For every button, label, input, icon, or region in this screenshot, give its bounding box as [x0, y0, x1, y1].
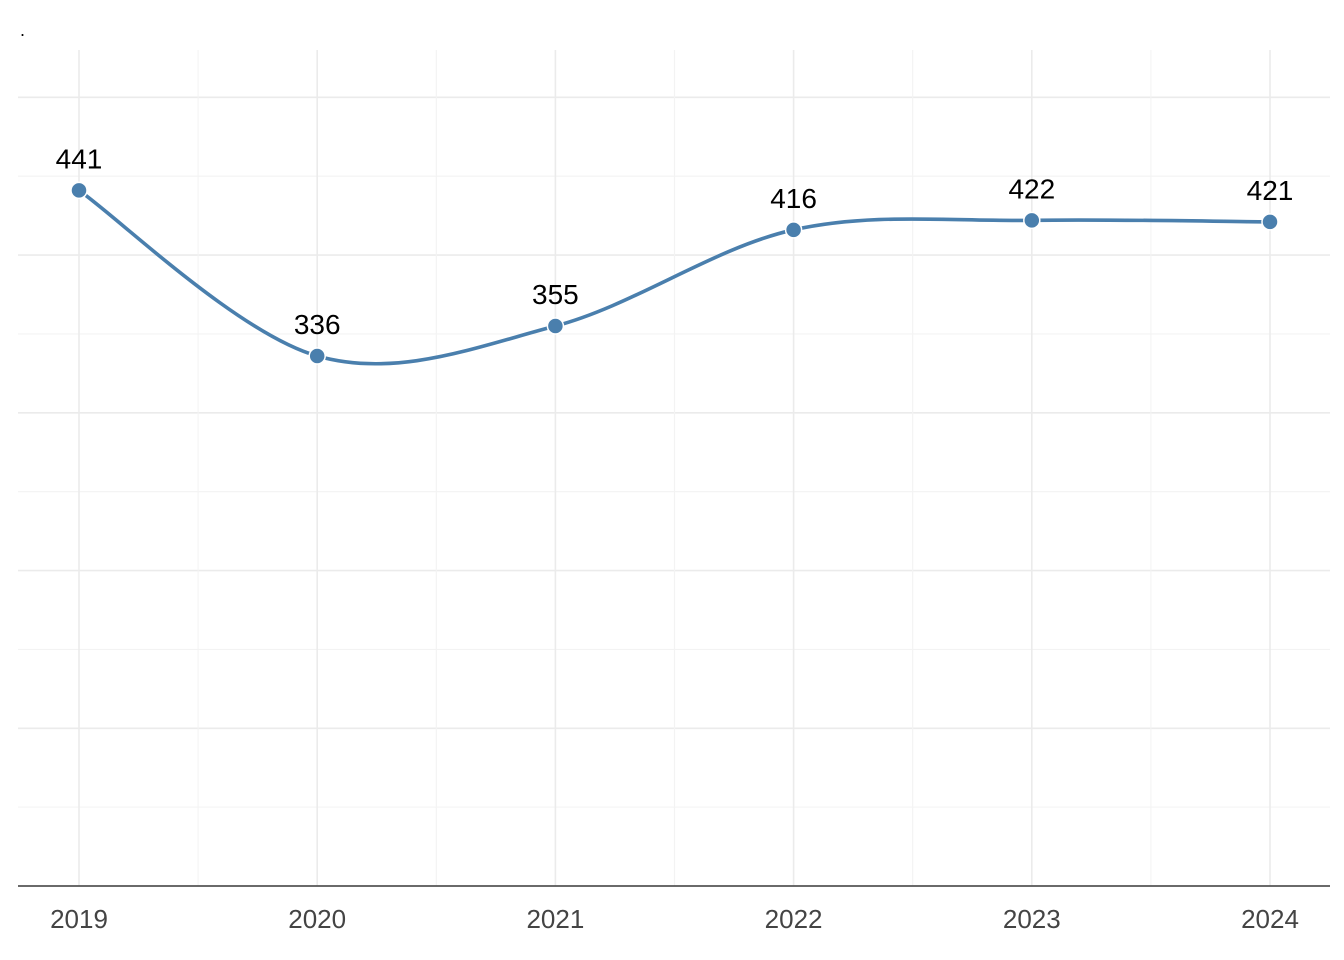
x-axis-ticks: 2019 2020 2021 2022 2023 2024: [50, 904, 1299, 934]
x-tick-label: 2023: [1003, 904, 1061, 934]
data-label: 416: [770, 183, 817, 214]
series-point: [70, 181, 88, 200]
series-point: [308, 347, 326, 365]
series-point: [1023, 211, 1041, 230]
data-label: 336: [294, 309, 341, 340]
series-line: [77, 188, 1272, 366]
x-tick-label: 2024: [1241, 904, 1299, 934]
series-points: [70, 181, 1279, 365]
x-tick-label: 2020: [288, 904, 346, 934]
data-labels: 441 336 355 416 422 421: [56, 143, 1294, 340]
x-tick-label: 2021: [526, 904, 584, 934]
data-label: 355: [532, 279, 579, 310]
grid: [18, 50, 1330, 886]
series-point: [784, 221, 803, 239]
series-point: [546, 317, 565, 335]
data-label: 441: [56, 143, 103, 174]
data-label: 421: [1247, 175, 1294, 206]
data-label: 422: [1008, 173, 1055, 204]
series-point: [1261, 213, 1279, 231]
x-tick-label: 2022: [765, 904, 823, 934]
chart-title: .: [20, 20, 25, 40]
x-tick-label: 2019: [50, 904, 108, 934]
